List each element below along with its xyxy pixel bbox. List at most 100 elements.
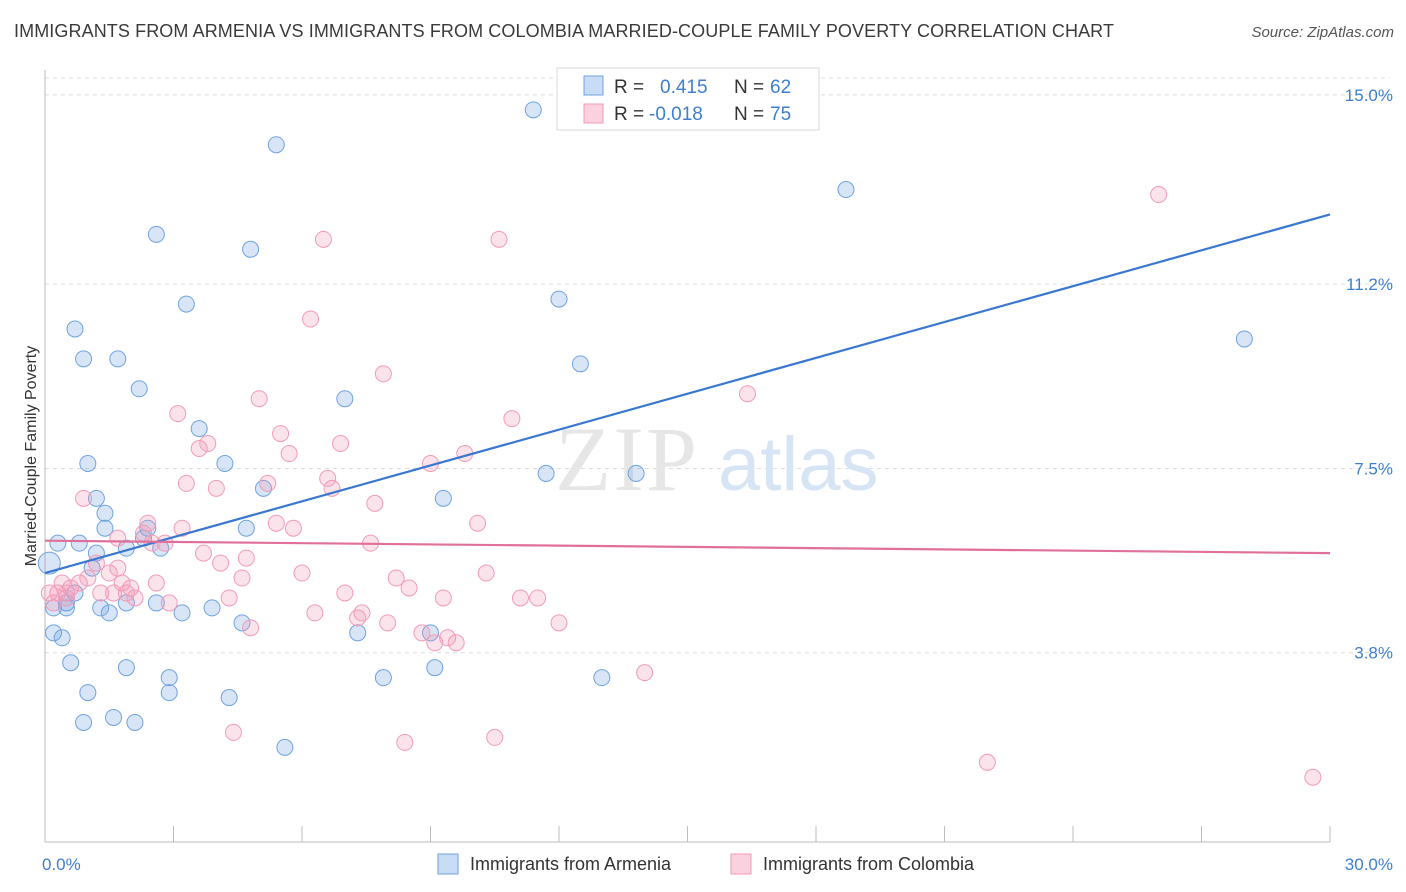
armenia-point [203, 599, 221, 617]
armenia-point [109, 350, 127, 368]
armenia-point [87, 489, 105, 507]
colombia-point [434, 589, 452, 607]
colombia-point [978, 753, 996, 771]
armenia-point [177, 295, 195, 313]
watermark-zip: ZIP [555, 408, 699, 510]
colombia-point [113, 574, 131, 592]
chart-title: IMMIGRANTS FROM ARMENIA VS IMMIGRANTS FR… [14, 21, 1115, 41]
colombia-point [109, 529, 127, 547]
colombia-point [173, 519, 191, 537]
colombia-point [224, 723, 242, 741]
armenia-point [550, 290, 568, 308]
watermark: ZIP atlas [555, 408, 879, 510]
colombia-point [126, 589, 144, 607]
armenia-point [434, 489, 452, 507]
colombia-point [439, 629, 457, 647]
colombia-point [332, 435, 350, 453]
colombia-point [396, 733, 414, 751]
legend-n-value-armenia: 62 [770, 77, 791, 98]
colombia-point [272, 425, 290, 443]
legend-n-label-armenia: N = [734, 77, 764, 98]
series-legend: Immigrants from Armenia Immigrants from … [437, 853, 975, 875]
colombia-point [122, 579, 140, 597]
colombia-point [379, 614, 397, 632]
colombia-point [250, 390, 268, 408]
bottom-legend-label-colombia: Immigrants from Colombia [763, 854, 975, 874]
armenia-point [92, 599, 110, 617]
armenia-point [336, 390, 354, 408]
colombia-point [469, 514, 487, 532]
watermark-atlas: atlas [718, 422, 879, 507]
armenia-point [627, 464, 645, 482]
x-tick-label-1: 30.0% [1345, 855, 1393, 874]
correlation-legend: R = 0.415 N = 62 R = -0.018 N = 75 [556, 67, 820, 131]
colombia-point [233, 569, 251, 587]
armenia-point [216, 454, 234, 472]
colombia-point [62, 579, 80, 597]
colombia-point [57, 589, 75, 607]
y-tick-label-0: 3.8% [1354, 644, 1393, 663]
armenia-point [426, 659, 444, 677]
series-colombia-points [40, 186, 1322, 786]
colombia-point [529, 589, 547, 607]
colombia-point [259, 474, 277, 492]
armenia-point [100, 604, 118, 622]
bottom-legend-label-armenia: Immigrants from Armenia [470, 854, 672, 874]
y-tick-label-3: 15.0% [1345, 86, 1393, 105]
colombia-point [199, 435, 217, 453]
colombia-point [302, 310, 320, 328]
armenia-point [66, 320, 84, 338]
y-tick-label-2: 11.2% [1346, 275, 1393, 294]
colombia-point [169, 405, 187, 423]
colombia-point [220, 589, 238, 607]
armenia-point [49, 534, 67, 552]
legend-r-value-colombia: -0.018 [649, 104, 703, 125]
armenia-point [233, 614, 251, 632]
colombia-point [242, 619, 260, 637]
axes [44, 70, 1331, 843]
legend-r-label-colombia: R = [614, 104, 644, 125]
colombia-point [49, 584, 67, 602]
colombia-point [237, 549, 255, 567]
colombia-point [284, 519, 302, 537]
armenia-point [374, 669, 392, 687]
colombia-point [387, 569, 405, 587]
armenia-point [70, 534, 88, 552]
armenia-point [79, 454, 97, 472]
armenia-point [147, 594, 165, 612]
colombia-point [160, 594, 178, 612]
colombia-point [550, 614, 568, 632]
armenia-point [105, 708, 123, 726]
x-tick-label-0: 0.0% [42, 855, 81, 874]
armenia-point [126, 713, 144, 731]
colombia-point [447, 634, 465, 652]
armenia-point [276, 738, 294, 756]
armenia-point [45, 624, 63, 642]
legend-n-label-colombia: N = [734, 104, 764, 125]
colombia-point [486, 728, 504, 746]
colombia-point [336, 584, 354, 602]
armenia-point [160, 684, 178, 702]
bottom-legend-swatch-armenia [437, 853, 459, 875]
colombia-point [207, 479, 225, 497]
armenia-trend-line [44, 213, 1331, 575]
armenia-point [173, 604, 191, 622]
colombia-point [306, 604, 324, 622]
colombia-point [366, 494, 384, 512]
colombia-point [92, 584, 110, 602]
armenia-point [190, 420, 208, 438]
armenia-point [62, 654, 80, 672]
armenia-point [349, 624, 367, 642]
colombia-point [267, 514, 285, 532]
legend-n-value-colombia: 75 [770, 104, 791, 125]
armenia-point [96, 504, 114, 522]
legend-swatch-colombia [583, 103, 604, 124]
colombia-point [738, 385, 756, 403]
colombia-point [426, 634, 444, 652]
tick-labels: 3.8% 7.5% 11.2% 15.0% 0.0% 30.0% [42, 86, 1393, 874]
armenia-point [1235, 330, 1253, 348]
colombia-point [477, 564, 495, 582]
armenia-point [53, 629, 71, 647]
armenia-point [267, 136, 285, 154]
